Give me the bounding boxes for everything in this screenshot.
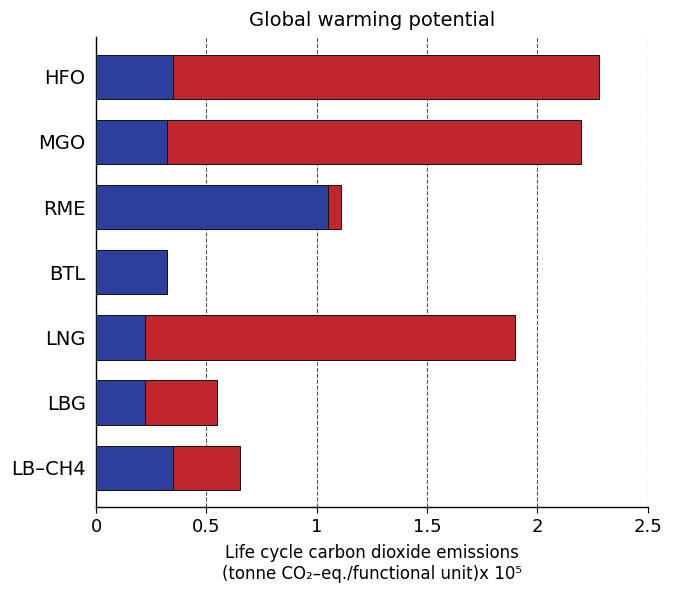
- Bar: [145, 315, 516, 359]
- Bar: [174, 446, 240, 490]
- Bar: [174, 55, 599, 99]
- Bar: [96, 315, 145, 359]
- Bar: [167, 120, 581, 164]
- Bar: [328, 185, 341, 229]
- X-axis label: Life cycle carbon dioxide emissions
(tonne CO₂–eq./functional unit)x 10⁵: Life cycle carbon dioxide emissions (ton…: [222, 544, 522, 583]
- Bar: [96, 446, 174, 490]
- Bar: [96, 250, 167, 295]
- Bar: [96, 120, 167, 164]
- Bar: [96, 185, 328, 229]
- Bar: [96, 55, 174, 99]
- Bar: [96, 380, 145, 425]
- Bar: [145, 380, 217, 425]
- Title: Global warming potential: Global warming potential: [249, 11, 495, 30]
